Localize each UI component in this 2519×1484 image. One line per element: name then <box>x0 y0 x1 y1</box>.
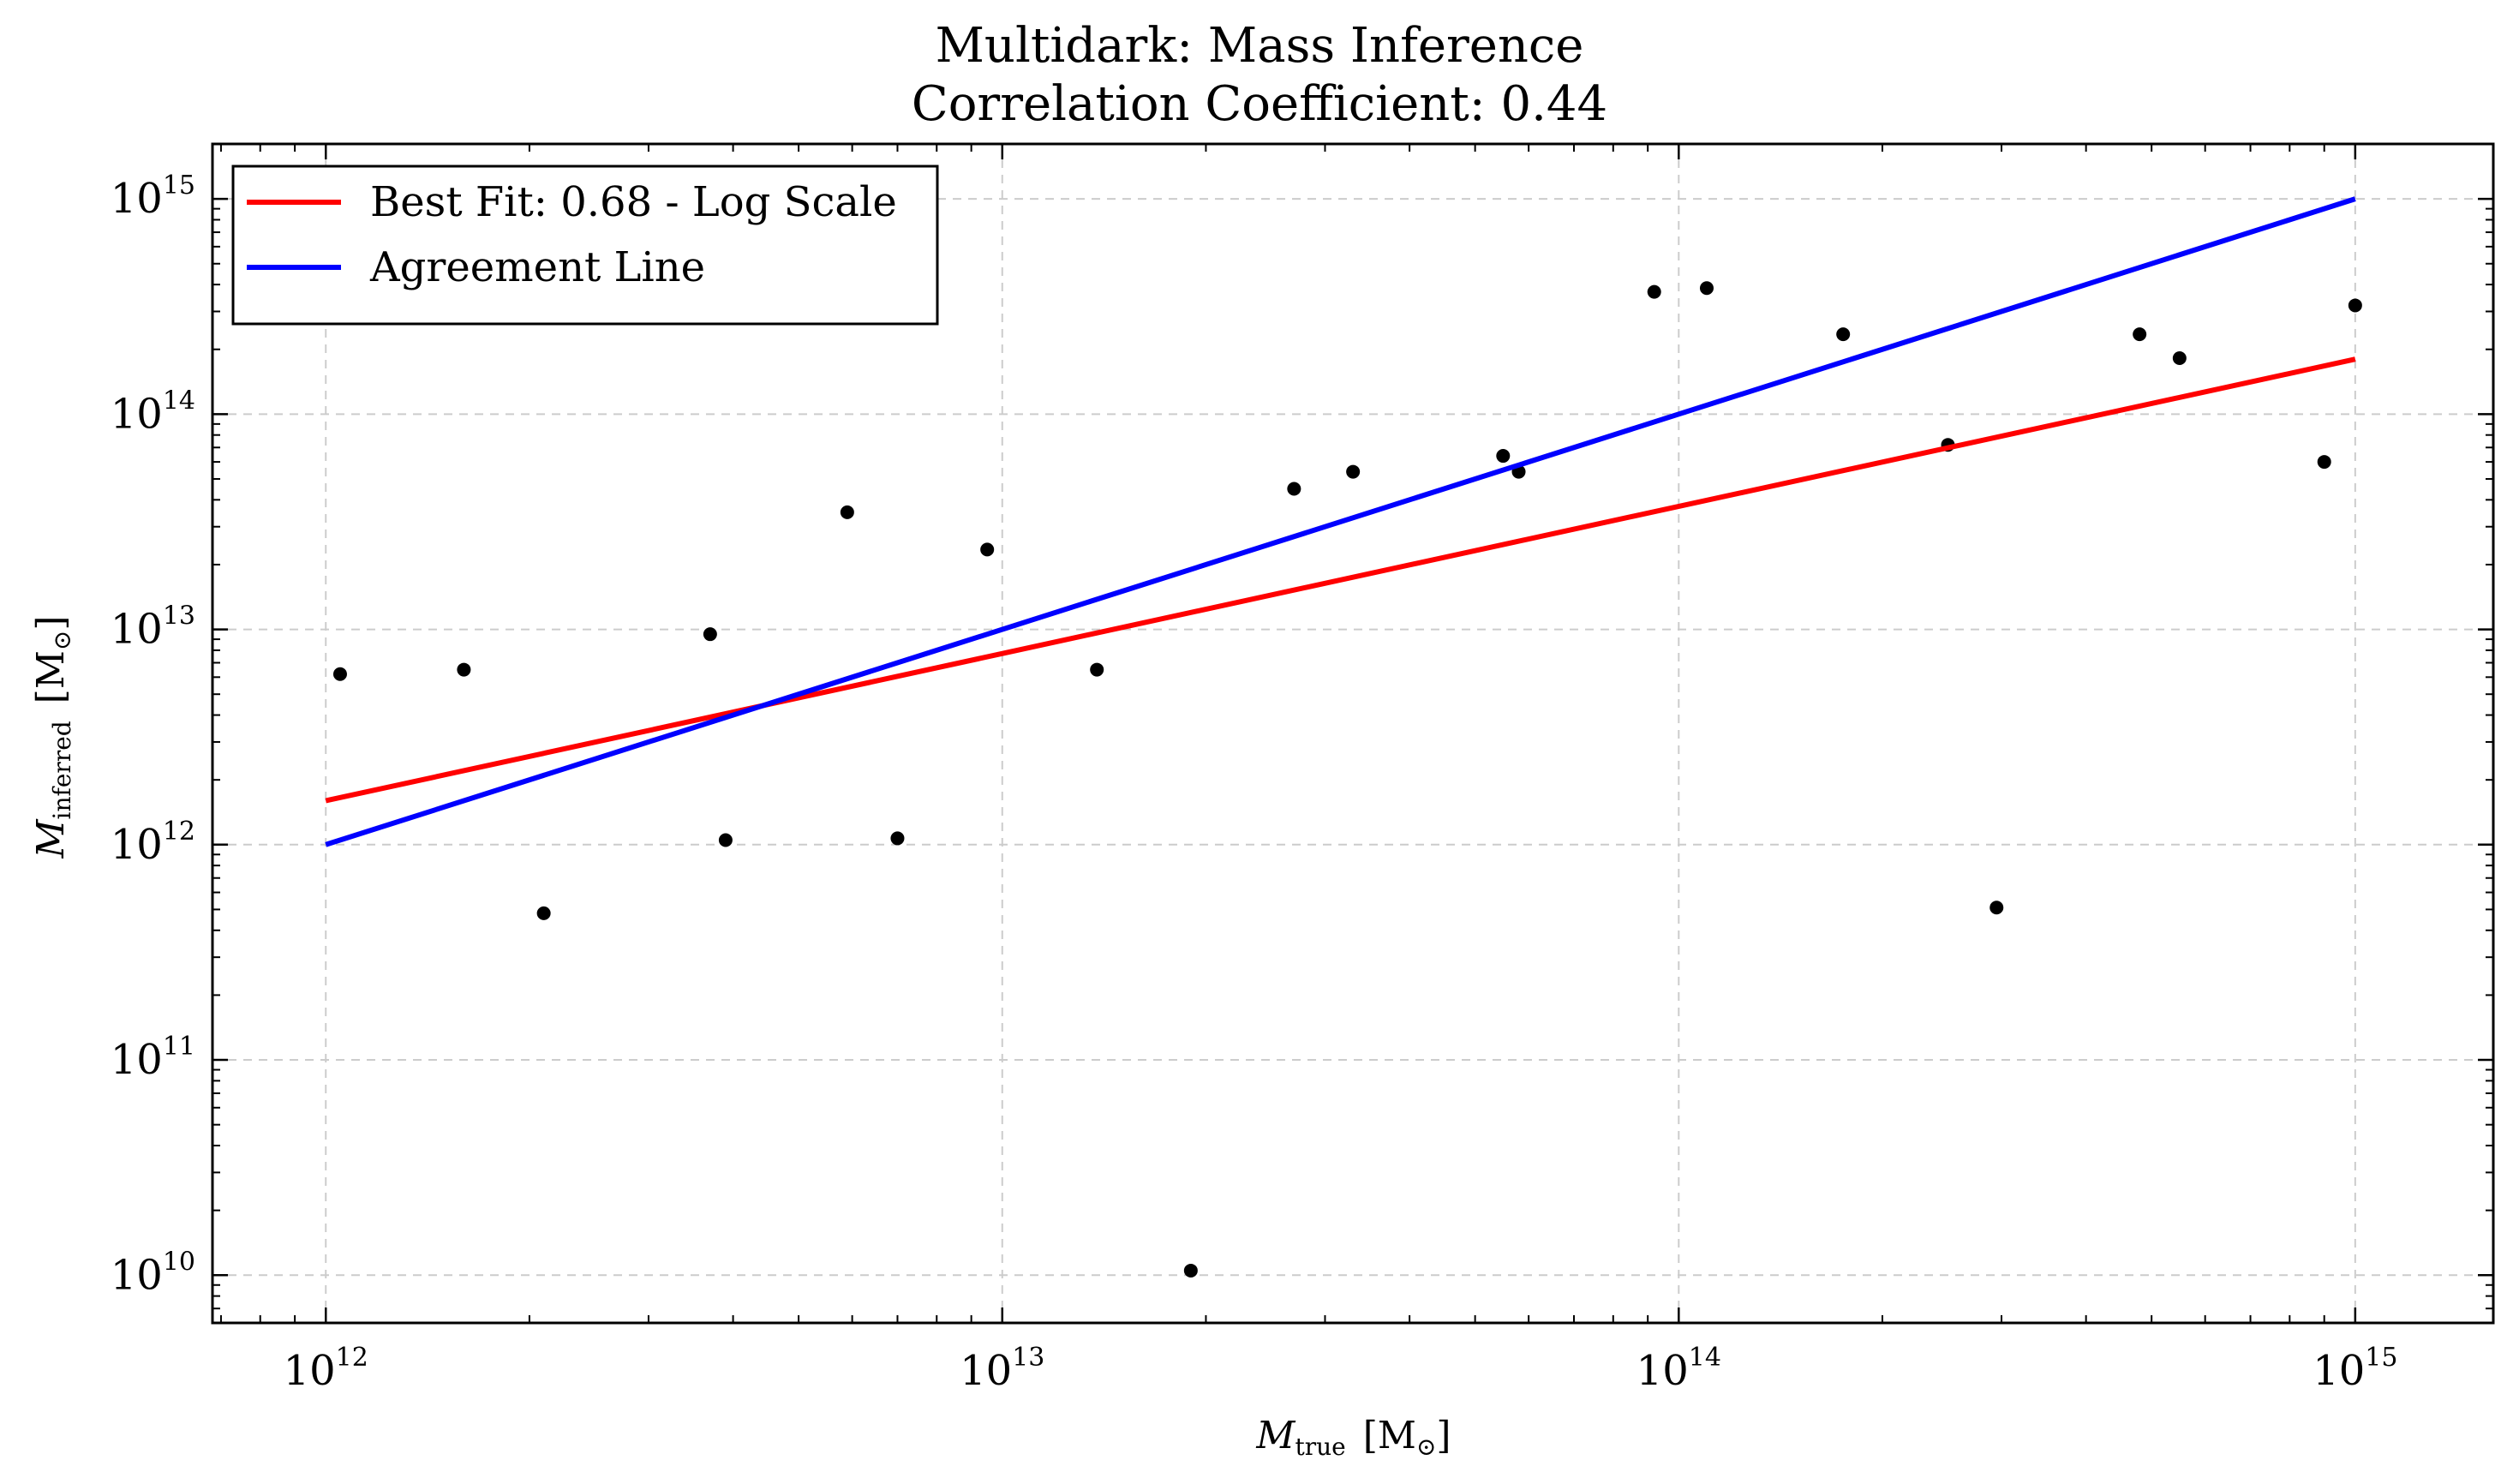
y-tick-exponent: 10 <box>163 1247 195 1277</box>
x-axis-label-unit: [M <box>1363 1414 1416 1457</box>
data-point <box>1836 327 1851 342</box>
plot-frame <box>211 142 2495 1325</box>
y-tick-label: 1011 <box>111 1032 195 1084</box>
data-point <box>2348 298 2362 313</box>
data-point <box>1346 464 1361 479</box>
y-tick-base: 10 <box>111 606 163 654</box>
y-axis-label-symbol: M <box>29 819 73 859</box>
data-point <box>1183 1263 1198 1278</box>
y-tick-label: 1014 <box>111 386 195 438</box>
data-point <box>1699 281 1714 296</box>
data-point <box>457 662 471 677</box>
x-axis-label-unit-close: ] <box>1436 1414 1451 1457</box>
x-tick-base: 10 <box>284 1347 336 1395</box>
y-tick-exponent: 13 <box>163 601 195 631</box>
y-tick-label: 1013 <box>111 601 195 654</box>
data-point <box>332 667 347 681</box>
data-point <box>718 833 733 847</box>
chart-title: Multidark: Mass Inference <box>936 18 1584 74</box>
chart-subtitle: Correlation Coefficient: 0.44 <box>912 76 1607 132</box>
scatter-series <box>332 281 2362 1278</box>
x-tick-base: 10 <box>960 1347 1012 1395</box>
x-tick-base: 10 <box>1636 1347 1689 1395</box>
data-point <box>703 627 717 642</box>
data-point <box>890 831 905 846</box>
data-point <box>2317 455 2331 470</box>
y-axis-label-unit: [M <box>29 650 73 703</box>
x-axis-label-subscript: true <box>1295 1433 1345 1461</box>
x-tick-exponent: 14 <box>1689 1343 1721 1373</box>
y-tick-exponent: 11 <box>163 1032 195 1062</box>
y-tick-exponent: 15 <box>163 171 195 200</box>
x-tick-exponent: 12 <box>336 1343 368 1373</box>
legend: Best Fit: 0.68 - Log Scale Agreement Line <box>231 165 939 326</box>
y-tick-base: 10 <box>111 821 163 869</box>
x-tick-base: 10 <box>2313 1347 2365 1395</box>
y-axis-label: Minferred [M⊙] <box>29 615 76 859</box>
y-tick-base: 10 <box>111 175 163 223</box>
x-axis-label-symbol: M <box>1255 1414 1295 1457</box>
legend-label: Agreement Line <box>369 243 705 291</box>
x-tick-label: 1014 <box>1636 1343 1721 1395</box>
legend-box <box>231 165 939 326</box>
data-point <box>840 505 854 519</box>
y-tick-label: 1015 <box>111 171 195 223</box>
y-tick-base: 10 <box>111 1251 163 1299</box>
y-tick-label: 1010 <box>111 1247 195 1299</box>
data-point <box>1090 662 1104 677</box>
x-axis-label: Mtrue [M⊙] <box>1255 1414 1451 1461</box>
data-point <box>1647 284 1661 299</box>
y-tick-base: 10 <box>111 1036 163 1084</box>
data-point <box>1287 482 1301 496</box>
y-axis-label-unit-subscript: ⊙ <box>48 631 76 650</box>
grid <box>212 144 2493 1323</box>
line-series <box>325 196 2356 847</box>
y-tick-label: 1012 <box>111 817 195 869</box>
legend-label: Best Fit: 0.68 - Log Scale <box>370 178 897 226</box>
x-tick-label: 1015 <box>2313 1343 2397 1395</box>
data-point <box>1496 449 1511 464</box>
x-tick-exponent: 13 <box>1012 1343 1044 1373</box>
x-axis-label-unit-subscript: ⊙ <box>1416 1433 1436 1461</box>
x-tick-labels: 1012 1013 1014 1015 <box>284 1343 2398 1395</box>
x-tick-exponent: 15 <box>2365 1343 2397 1373</box>
x-tick-label: 1012 <box>284 1343 368 1395</box>
y-tick-exponent: 14 <box>163 386 195 416</box>
best-fit-line <box>325 356 2356 804</box>
axis-ticks <box>212 144 2493 1324</box>
data-point <box>980 542 995 557</box>
data-point <box>536 906 551 920</box>
y-tick-base: 10 <box>111 390 163 438</box>
y-axis-label-subscript: inferred <box>48 721 76 819</box>
y-axis-label-unit-close: ] <box>29 615 73 630</box>
data-point <box>1989 901 2004 915</box>
data-point <box>2172 351 2187 366</box>
agreement-line <box>325 196 2356 847</box>
data-point <box>2133 327 2147 342</box>
x-tick-label: 1013 <box>960 1343 1044 1395</box>
y-tick-exponent: 12 <box>163 817 195 847</box>
